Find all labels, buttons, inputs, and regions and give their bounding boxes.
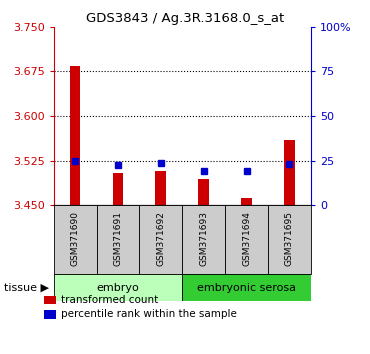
Text: GSM371693: GSM371693	[199, 211, 208, 266]
Bar	[97, 205, 139, 274]
Text: embryonic serosa: embryonic serosa	[197, 282, 296, 293]
Text: percentile rank within the sample: percentile rank within the sample	[61, 309, 237, 319]
Bar	[182, 205, 225, 274]
Text: GSM371695: GSM371695	[285, 211, 294, 266]
Bar	[54, 274, 182, 301]
Bar	[112, 172, 123, 205]
Text: GSM371691: GSM371691	[114, 211, 122, 266]
Bar	[225, 205, 268, 274]
Text: embryo: embryo	[97, 282, 139, 293]
Bar	[70, 67, 80, 205]
Bar	[198, 178, 209, 205]
Text: GSM371690: GSM371690	[71, 211, 80, 266]
Bar	[241, 198, 252, 205]
Text: transformed count: transformed count	[61, 295, 158, 305]
Text: GSM371694: GSM371694	[242, 211, 251, 266]
Text: tissue ▶: tissue ▶	[4, 283, 49, 293]
Bar	[284, 140, 295, 205]
Bar	[54, 205, 97, 274]
Text: GDS3843 / Ag.3R.3168.0_s_at: GDS3843 / Ag.3R.3168.0_s_at	[86, 12, 284, 25]
Bar	[268, 205, 311, 274]
Bar	[182, 274, 311, 301]
Bar	[139, 205, 182, 274]
Text: GSM371692: GSM371692	[156, 211, 165, 266]
Bar	[155, 171, 166, 205]
